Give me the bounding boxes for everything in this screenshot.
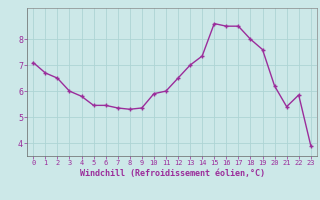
X-axis label: Windchill (Refroidissement éolien,°C): Windchill (Refroidissement éolien,°C) [79, 169, 265, 178]
